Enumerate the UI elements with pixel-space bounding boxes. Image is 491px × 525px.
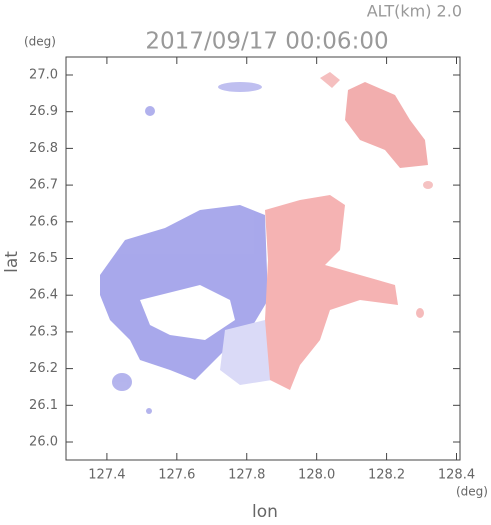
y-tick-label: 26.3 bbox=[29, 324, 58, 339]
y-tick-label: 26.5 bbox=[29, 251, 58, 266]
echo-blob bbox=[220, 320, 272, 385]
altitude-label: ALT(km) 2.0 bbox=[367, 2, 462, 21]
y-tick-label: 26.4 bbox=[29, 288, 58, 303]
echo-blob bbox=[112, 373, 132, 391]
y-tick-label: 26.9 bbox=[29, 104, 58, 119]
x-tick-label: 128.4 bbox=[438, 468, 475, 483]
echo-blob bbox=[265, 195, 398, 390]
echo-gap bbox=[140, 285, 235, 340]
x-axis-label: lon bbox=[252, 502, 278, 521]
y-tick-label: 26.7 bbox=[29, 178, 58, 193]
echo-blob bbox=[416, 308, 424, 318]
echo-blob bbox=[320, 72, 340, 88]
echo-blob bbox=[345, 82, 428, 168]
y-tick-label: 26.0 bbox=[29, 435, 58, 450]
echo-blob bbox=[146, 408, 152, 414]
x-tick-label: 128.2 bbox=[368, 468, 405, 483]
x-tick-label: 127.6 bbox=[158, 468, 195, 483]
y-tick-label: 26.1 bbox=[29, 398, 58, 413]
y-tick-label: 27.0 bbox=[29, 67, 58, 82]
x-tick-label: 127.8 bbox=[228, 468, 265, 483]
chart-title: 2017/09/17 00:06:00 bbox=[145, 29, 388, 55]
x-tick-label: 127.4 bbox=[88, 468, 125, 483]
echo-blob bbox=[145, 106, 155, 116]
x-tick-label: 128.0 bbox=[298, 468, 335, 483]
y-tick-label: 26.6 bbox=[29, 214, 58, 229]
echo-blob bbox=[218, 82, 262, 92]
y-tick-label: 26.8 bbox=[29, 141, 58, 156]
y-unit: (deg) bbox=[24, 35, 56, 49]
y-tick-label: 26.2 bbox=[29, 361, 58, 376]
x-unit: (deg) bbox=[456, 485, 488, 499]
y-axis-label: lat bbox=[2, 251, 22, 273]
echo-blob bbox=[423, 181, 433, 189]
echo-field bbox=[100, 72, 433, 414]
